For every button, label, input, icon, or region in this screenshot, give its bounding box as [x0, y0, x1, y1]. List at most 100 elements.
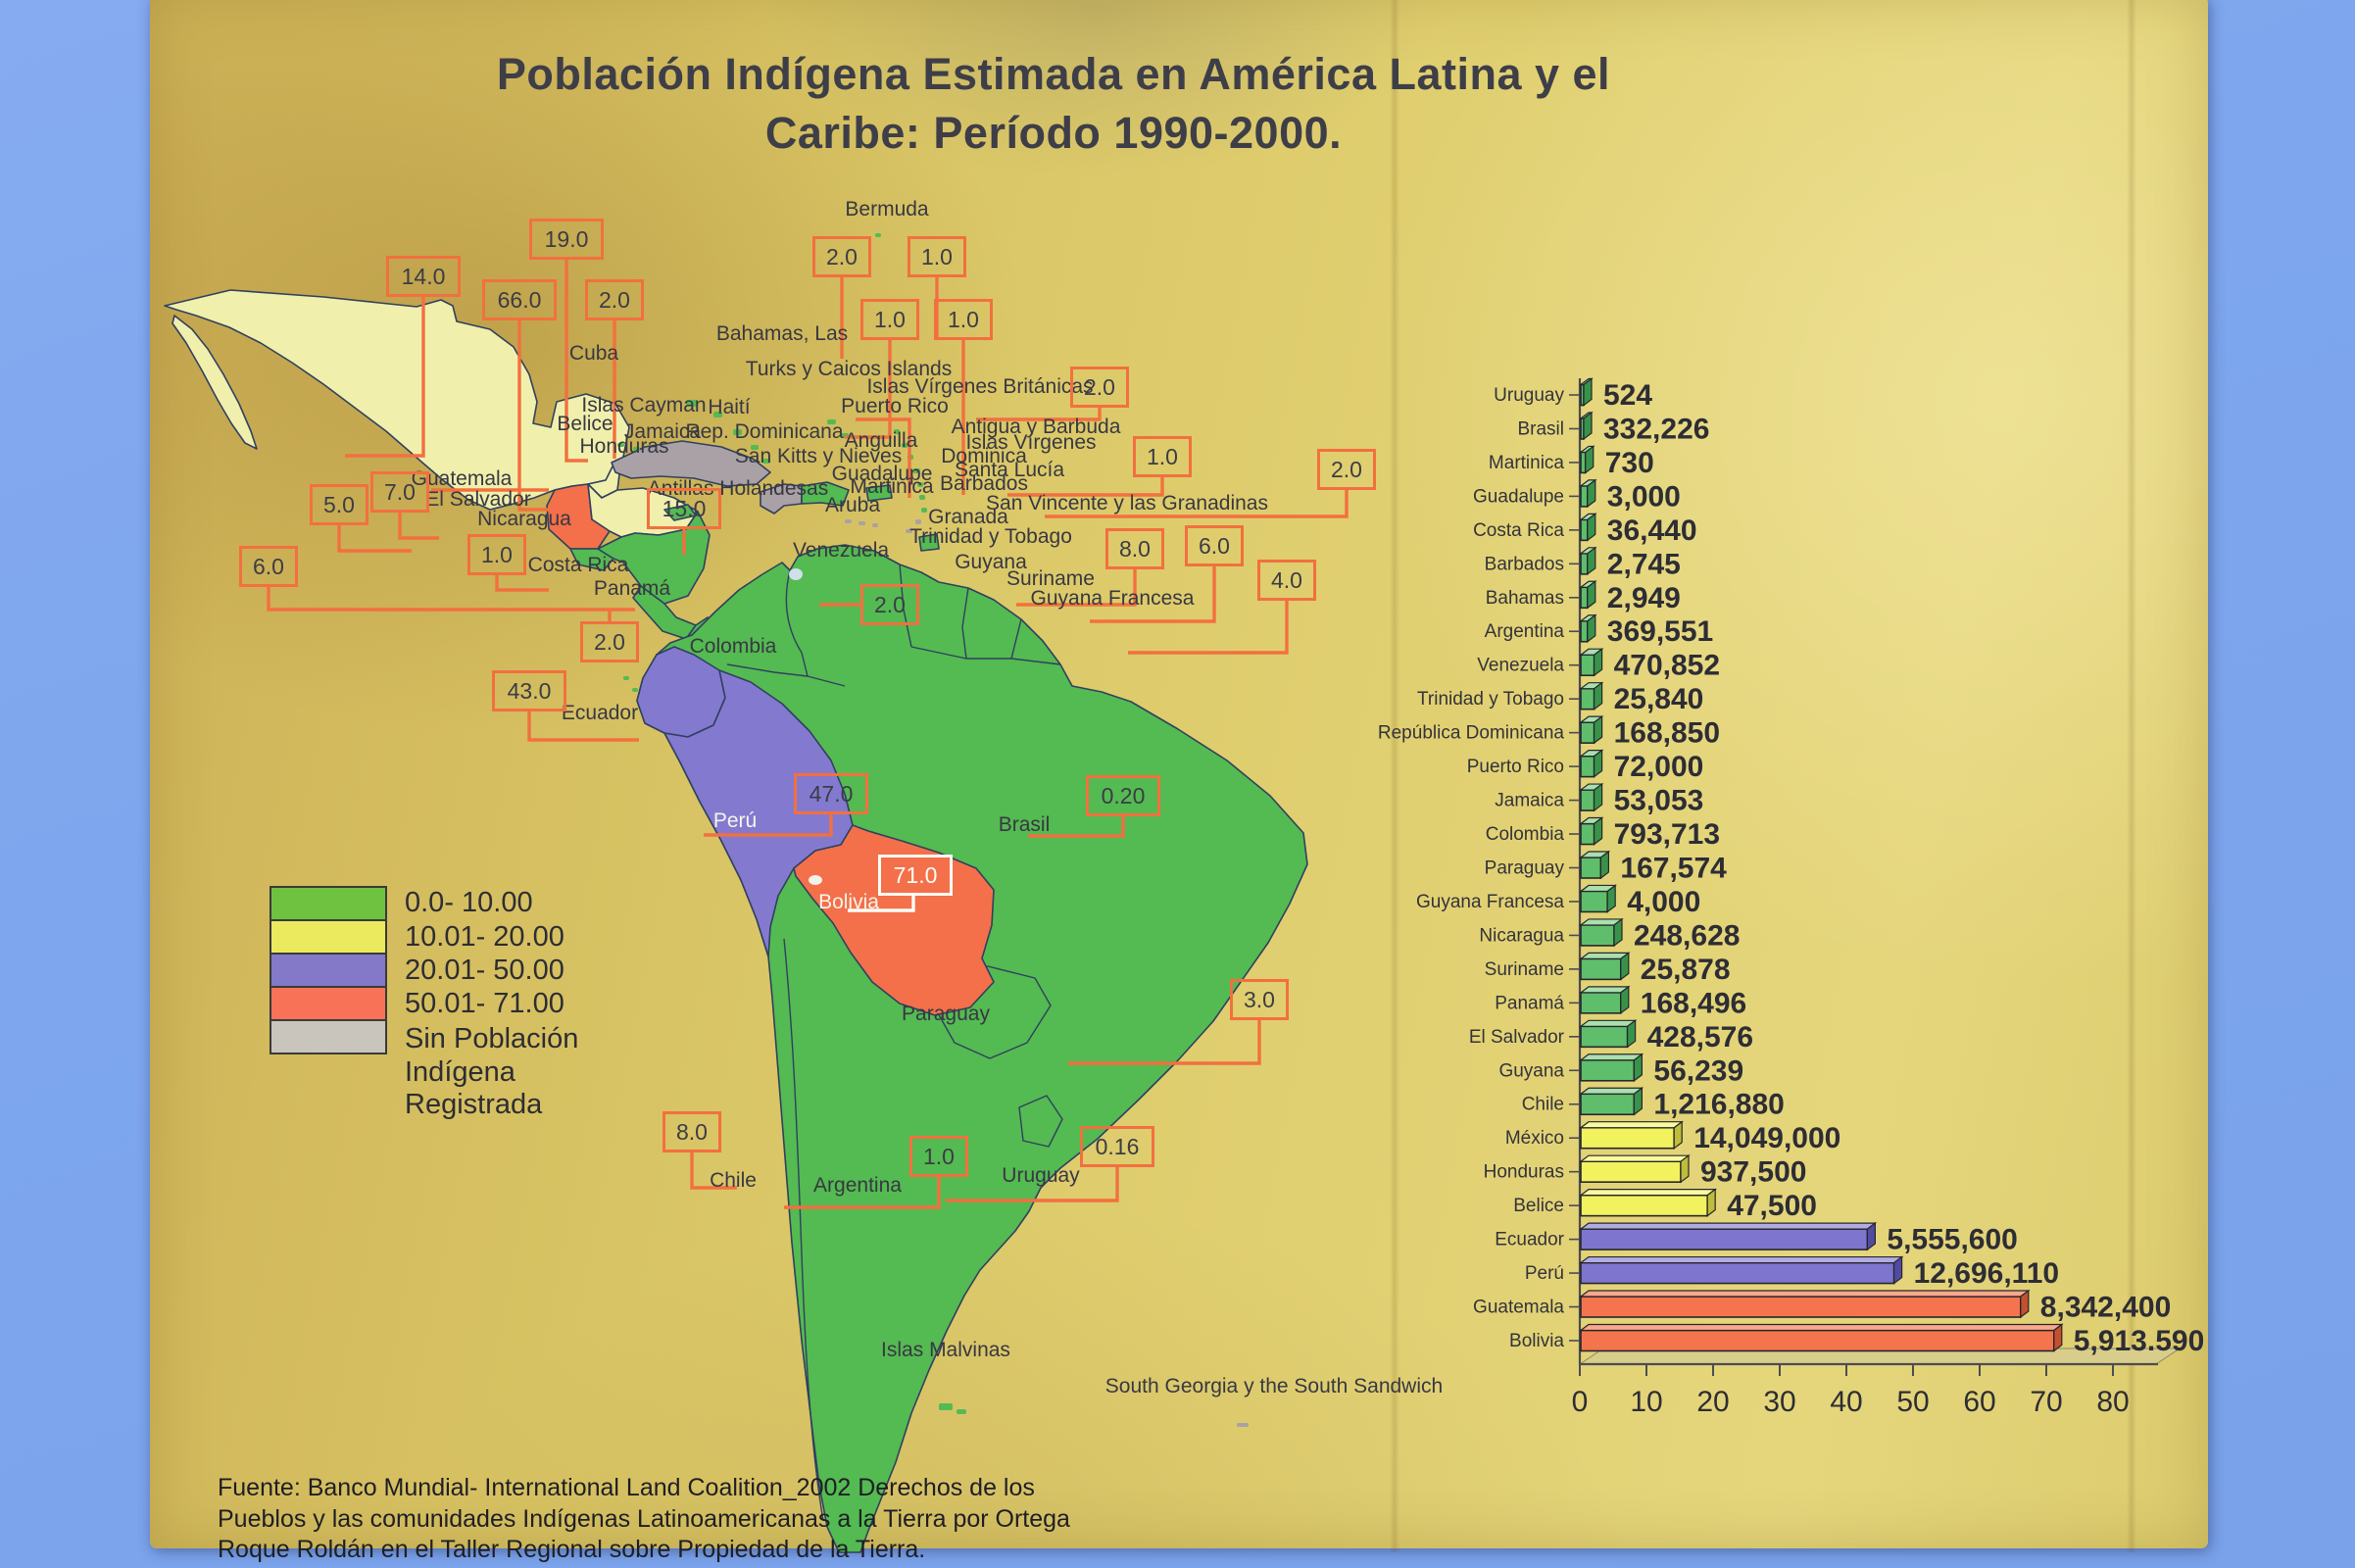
- callout-leader-line: [398, 512, 439, 540]
- callout-leader-line: [564, 259, 588, 463]
- map-label-suriname: Suriname: [1006, 567, 1095, 590]
- map-callout-honduras: 15.0: [647, 488, 721, 529]
- chart-country-label: Suriname: [1485, 959, 1564, 980]
- chart-country-label: Belice: [1513, 1196, 1564, 1216]
- callout-leader-line: [495, 574, 549, 592]
- legend-label: 50.01- 71.00: [405, 988, 564, 1020]
- map-label-trinidad-y-tobago: Trinidad y Tobago: [909, 525, 1072, 548]
- chart-bar-top-face: [1579, 1189, 1717, 1197]
- lake-titicaca: [809, 875, 822, 885]
- legend-row: 0.0- 10.00: [270, 886, 578, 921]
- poster-title: Población Indígena Estimada en América L…: [294, 45, 1813, 164]
- chart-row-venezuela: Venezuela 470,852: [1477, 648, 1720, 682]
- chart-country-label: Guatemala: [1473, 1298, 1564, 1318]
- chart-value-label: 5,913.590: [2074, 1325, 2204, 1357]
- chart-bar-side-face: [1593, 782, 1603, 812]
- chart-bar-side-face: [1583, 377, 1593, 407]
- chart-row-guadalupe: Guadalupe 3,000: [1473, 478, 1681, 513]
- chart-row-belice: Belice 47,500: [1513, 1188, 1817, 1222]
- island-speck: [875, 233, 881, 237]
- chart-row-panama: Panamá 168,496: [1495, 985, 1746, 1019]
- chart-row-uruguay: Uruguay 524: [1494, 377, 1652, 412]
- map-label-bolivia: Bolivia: [818, 891, 879, 913]
- map-label-bermuda: Bermuda: [845, 198, 929, 220]
- chart-country-label: Panamá: [1495, 993, 1564, 1013]
- map-callout-mexico: 14.0: [386, 256, 461, 297]
- map-callout-cuba: 2.0: [585, 279, 644, 320]
- map-label-el-salvador: El Salvador: [425, 488, 531, 511]
- chart-bar: [1580, 1025, 1629, 1049]
- chart-country-label: Bolivia: [1509, 1331, 1564, 1351]
- legend-label: Sin Población Indígena Registrada: [405, 1023, 579, 1121]
- country-mexico-baja: [172, 315, 258, 450]
- callout-leader-line: [1045, 489, 1349, 518]
- chart-bar-side-face: [1892, 1255, 1903, 1285]
- chart-bar-side-face: [1587, 546, 1596, 576]
- chart-value-label: 168,496: [1641, 987, 1746, 1019]
- chart-bar: [1580, 1329, 2055, 1352]
- chart-bar: [1580, 451, 1587, 474]
- island-speck: [617, 443, 624, 447]
- chart-bar-side-face: [1587, 580, 1596, 610]
- chart-value-label: 1,216,880: [1653, 1089, 1784, 1121]
- chart-bar-side-face: [1585, 445, 1595, 474]
- map-callout-panama: 2.0: [580, 621, 639, 662]
- map-callout-guyana: 8.0: [1105, 528, 1164, 569]
- chart-row-honduras: Honduras 937,500: [1484, 1153, 1806, 1189]
- chart-bar-top-face: [1579, 1290, 2031, 1298]
- chart-x-tick-label: 80: [2096, 1386, 2129, 1418]
- map-callout-bolivia: 71.0: [878, 855, 953, 896]
- map-label-santa-lucia: Santa Lucía: [954, 459, 1065, 481]
- map-callout-14: 6.0: [239, 546, 298, 587]
- chart-value-label: 470,852: [1614, 650, 1720, 682]
- map-label-rep-dominicana: Rep. Dominicana: [685, 420, 844, 443]
- chart-value-label: 53,053: [1614, 785, 1704, 817]
- legend-swatch: [270, 886, 387, 921]
- map-callout-5: 1.0: [908, 236, 966, 277]
- map-label-colombia: Colombia: [689, 635, 777, 658]
- legend-swatch: [270, 986, 387, 1021]
- map-label-paraguay: Paraguay: [902, 1003, 990, 1025]
- chart-row-bahamas: Bahamas 2,949: [1486, 580, 1681, 614]
- chart-bar: [1580, 924, 1615, 947]
- chart-row-el-salvador: El Salvador 428,576: [1469, 1019, 1753, 1054]
- map-callout-brasil: 0.20: [1086, 775, 1160, 816]
- map-label-antigua-y-barbuda: Antigua y Barbuda: [951, 416, 1121, 438]
- island-speck: [917, 482, 923, 487]
- chart-country-label: Venezuela: [1477, 656, 1564, 676]
- callout-leader-line: [345, 296, 425, 458]
- map-label-costa-rica: Costa Rica: [527, 554, 629, 576]
- chart-bar-side-face: [1593, 714, 1603, 745]
- chart-bar-side-face: [1626, 1019, 1637, 1049]
- chart-value-label: 12,696,110: [1914, 1257, 2060, 1290]
- chart-value-label: 524: [1603, 379, 1652, 412]
- map-label-bahamas-las: Bahamas, Las: [715, 322, 849, 345]
- map-label-guadalupe: Guadalupe: [831, 463, 933, 485]
- chart-row-nicaragua: Nicaragua 248,628: [1479, 917, 1740, 952]
- chart-bar-side-face: [1593, 749, 1603, 778]
- chart-bar: [1580, 1058, 1636, 1082]
- chart-country-label: Argentina: [1485, 621, 1565, 642]
- chart-bar: [1580, 1093, 1636, 1116]
- chart-country-label: Perú: [1525, 1263, 1564, 1284]
- chart-row-bolivia: Bolivia 5,913.590: [1509, 1323, 2204, 1357]
- map-label-turks-y-caicos-islands: Turks y Caicos Islands: [745, 358, 953, 380]
- chart-value-label: 4,000: [1627, 886, 1700, 918]
- map-callout-15: 1.0: [467, 534, 526, 575]
- chart-bar-side-face: [1593, 816, 1603, 846]
- legend-label: 20.01- 50.00: [405, 955, 564, 987]
- chart-value-label: 56,239: [1653, 1054, 1743, 1087]
- callout-leader-line: [1007, 477, 1164, 497]
- chart-x-tick-label: 60: [1963, 1386, 1995, 1418]
- island-speck: [633, 447, 640, 451]
- chart-bar: [1580, 1126, 1675, 1150]
- map-callout-belice: 19.0: [529, 219, 604, 260]
- island-speck: [751, 445, 759, 450]
- chart-value-label: 730: [1605, 447, 1654, 479]
- callout-leader-line: [267, 586, 635, 612]
- island-speck: [733, 429, 742, 435]
- chart-bar: [1580, 1194, 1708, 1217]
- country-guatemala: [546, 483, 611, 550]
